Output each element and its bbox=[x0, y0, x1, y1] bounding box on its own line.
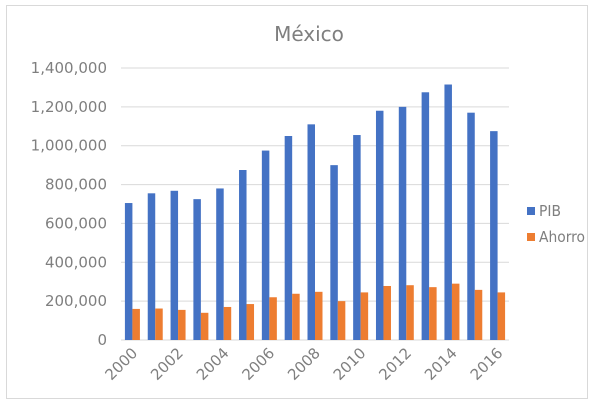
pib-bar-2014 bbox=[444, 84, 452, 340]
y-tick-label: 1,200,000 bbox=[31, 98, 107, 116]
pib-bar-2004 bbox=[216, 188, 224, 340]
ahorro-bar-2006 bbox=[269, 297, 277, 340]
pib-bar-2008 bbox=[307, 124, 315, 340]
x-tick-label: 2002 bbox=[147, 344, 187, 384]
legend-label-pib: PIB bbox=[539, 202, 561, 220]
pib-bar-2006 bbox=[261, 150, 270, 340]
x-tick-label: 2016 bbox=[467, 344, 507, 384]
pib-bar-2010 bbox=[353, 135, 361, 340]
ahorro-bar-2007 bbox=[292, 293, 300, 340]
ahorro-bar-2003 bbox=[200, 312, 209, 340]
x-tick-label: 2012 bbox=[375, 344, 415, 384]
legend-label-ahorro: Ahorro bbox=[539, 228, 585, 246]
y-tick-label: 200,000 bbox=[45, 292, 107, 310]
chart-title: México bbox=[274, 22, 344, 46]
chart-frame: México 0 200,000 400,000 600,000 800,000 1,00… bbox=[6, 5, 588, 399]
x-tick-label: 2006 bbox=[238, 344, 278, 384]
y-axis-tick-labels: 0 200,000 400,000 600,000 800,000 1,000,000 1,… bbox=[31, 59, 107, 349]
legend-swatch-ahorro bbox=[527, 233, 535, 241]
y-tick-label: 800,000 bbox=[45, 176, 107, 194]
ahorro-bar-2002 bbox=[178, 309, 186, 340]
pib-bar-2003 bbox=[193, 199, 201, 340]
y-tick-label: 600,000 bbox=[45, 214, 107, 232]
y-tick-label: 400,000 bbox=[45, 253, 107, 271]
pib-bar-2012 bbox=[398, 106, 407, 340]
x-tick-label: 2000 bbox=[102, 344, 142, 384]
ahorro-bar-2010 bbox=[360, 292, 369, 340]
ahorro-bar-2011 bbox=[383, 285, 391, 340]
pib-bar-2013 bbox=[421, 92, 430, 341]
ahorro-bar-2015 bbox=[474, 289, 483, 340]
pib-bar-2009 bbox=[330, 165, 338, 340]
legend-swatch-pib bbox=[527, 207, 535, 215]
pib-bar-2007 bbox=[284, 136, 293, 340]
ahorro-bar-2013 bbox=[429, 287, 437, 340]
x-tick-label: 2004 bbox=[193, 344, 233, 384]
ahorro-bar-2014 bbox=[451, 283, 460, 340]
ahorro-bar-2000 bbox=[132, 308, 140, 340]
pib-bar-2005 bbox=[239, 170, 247, 340]
pib-bar-2016 bbox=[490, 131, 498, 340]
pib-bar-2015 bbox=[467, 112, 475, 340]
bar-chart: México 0 200,000 400,000 600,000 800,000 1,00… bbox=[31, 22, 585, 384]
pib-bar-2000 bbox=[124, 203, 133, 340]
bars bbox=[124, 84, 506, 341]
ahorro-bar-2016 bbox=[497, 292, 506, 340]
ahorro-bar-2012 bbox=[406, 285, 414, 340]
x-tick-label: 2008 bbox=[284, 344, 324, 384]
pib-bar-2011 bbox=[375, 110, 384, 340]
pib-bar-2001 bbox=[147, 193, 156, 340]
pib-bar-2002 bbox=[170, 190, 179, 340]
y-tick-label: 1,400,000 bbox=[31, 59, 107, 77]
y-tick-label: 1,000,000 bbox=[31, 137, 107, 155]
y-tick-label: 0 bbox=[97, 331, 107, 349]
legend: PIB Ahorro bbox=[527, 202, 585, 246]
ahorro-bar-2009 bbox=[337, 301, 346, 340]
ahorro-bar-2005 bbox=[246, 304, 255, 340]
x-axis-tick-labels: 2000 2002 2004 2006 2008 2010 2012 2014 2016 bbox=[102, 344, 507, 384]
ahorro-bar-2008 bbox=[315, 291, 323, 340]
x-tick-label: 2014 bbox=[421, 344, 461, 384]
x-tick-label: 2010 bbox=[330, 344, 370, 384]
ahorro-bar-2004 bbox=[223, 306, 232, 340]
ahorro-bar-2001 bbox=[155, 308, 163, 340]
